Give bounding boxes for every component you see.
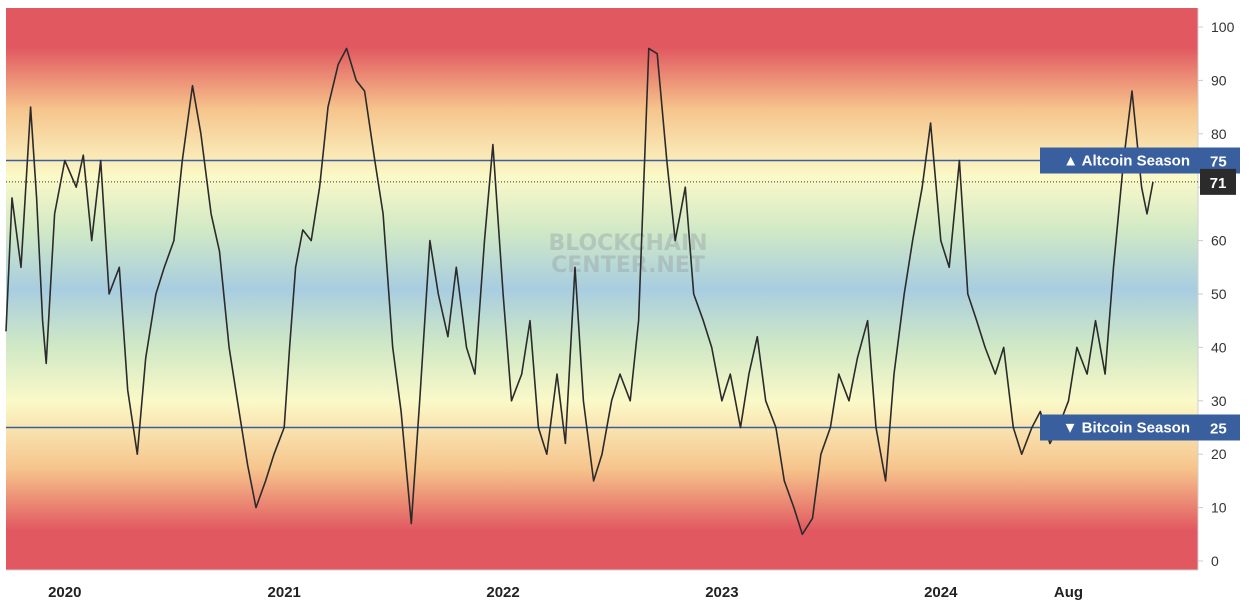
threshold-tag-label: ▼ Bitcoin Season <box>1063 420 1190 437</box>
y-tick-label: 40 <box>1211 339 1227 355</box>
watermark-line-1: BLOCKCHAIN <box>548 231 707 256</box>
y-tick-label: 30 <box>1211 393 1227 409</box>
x-tick-label: 2021 <box>268 584 301 601</box>
plot-background <box>6 8 1198 570</box>
x-tick-label: 2020 <box>48 584 81 601</box>
x-tick-label: Aug <box>1054 584 1083 601</box>
x-tick-label: 2023 <box>705 584 738 601</box>
x-tick-label: 2024 <box>924 584 958 601</box>
x-axis-ticks: 2020 2021 2022 2023 2024 Aug <box>48 584 1083 601</box>
watermark: BLOCKCHAIN CENTER.NET <box>548 231 707 278</box>
y-tick-label: 50 <box>1211 286 1227 302</box>
y-tick-label: 60 <box>1211 233 1227 249</box>
y-tick-label: 10 <box>1211 500 1227 516</box>
y-tick-label: 80 <box>1211 126 1227 142</box>
y-tick-label: 0 <box>1211 553 1219 569</box>
last-value-label: 71 <box>1210 175 1227 192</box>
x-axis-strip <box>0 570 1258 603</box>
altcoin-index-line <box>5 47 1154 536</box>
y-axis-strip <box>1198 0 1258 603</box>
threshold-tag-label: ▲ Altcoin Season <box>1063 153 1190 170</box>
last-value-tag: 71 <box>1200 168 1236 195</box>
y-tick-label: 90 <box>1211 72 1227 88</box>
watermark-line-2: CENTER.NET <box>551 253 705 278</box>
threshold-tag-value: 25 <box>1210 421 1227 438</box>
threshold-tag-value: 75 <box>1210 154 1227 171</box>
x-tick-label: 2022 <box>486 584 519 601</box>
threshold-tag-box <box>1040 414 1240 441</box>
y-tick-label: 100 <box>1211 19 1235 35</box>
y-tick-label: 20 <box>1211 446 1227 462</box>
last-value-box <box>1200 168 1236 195</box>
